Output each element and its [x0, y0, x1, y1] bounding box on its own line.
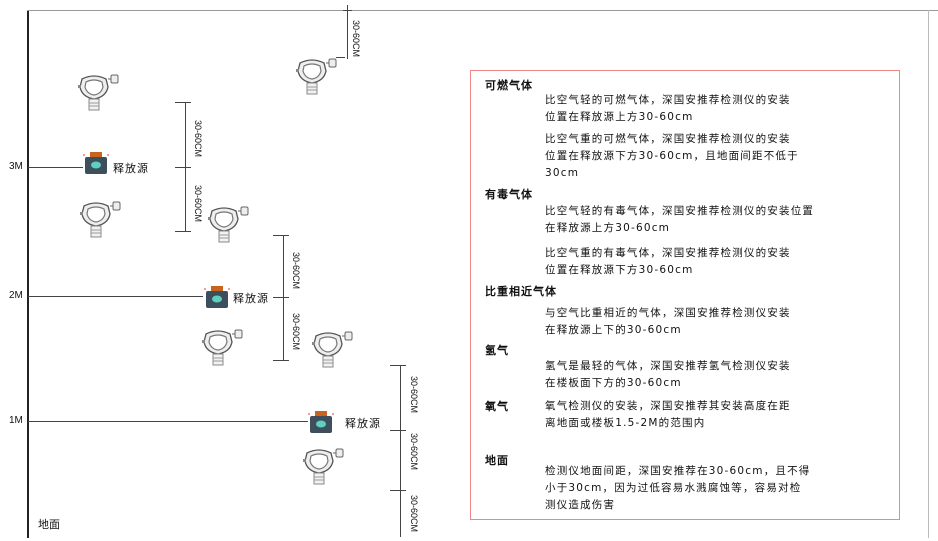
- level-2m-label: 2M: [9, 290, 23, 301]
- gas-detector-icon: [208, 205, 250, 243]
- dimension-label: 30-60CM: [193, 185, 203, 223]
- dimension-label: 30-60CM: [193, 120, 203, 158]
- dimension-label: 30-60CM: [291, 252, 301, 290]
- section-title: 氧气: [485, 400, 509, 413]
- left-wall: [27, 10, 29, 538]
- dimension-tick: [273, 235, 289, 236]
- source-label: 释放源: [113, 162, 149, 175]
- level-1m-line: [28, 421, 308, 422]
- release-source-icon: [308, 411, 334, 433]
- paragraph-line: 位置在释放源下方30-60cm，且地面间距不低于: [545, 150, 799, 162]
- section-title: 有毒气体: [485, 188, 533, 201]
- level-3m-line: [28, 167, 83, 168]
- dimension-line: [347, 5, 348, 59]
- paragraph-line: 离地面或楼板1.5-2M的范围内: [545, 417, 706, 429]
- level-1m-label: 1M: [9, 415, 23, 426]
- dimension-tick: [273, 360, 289, 361]
- section-title: 可燃气体: [485, 79, 533, 92]
- ceiling-line: [27, 10, 938, 11]
- paragraph-line: 位置在释放源上方30-60cm: [545, 111, 694, 123]
- dimension-label: 30-60CM: [409, 495, 419, 533]
- section-paragraph: 检测仪地面间距，深国安推荐在30-60cm，且不得 小于30cm，因为过低容易水溅…: [545, 463, 811, 514]
- paragraph-line: 测仪造成伤害: [545, 499, 616, 511]
- dimension-line: [283, 235, 284, 361]
- paragraph-line: 比空气轻的可燃气体，深国安推荐检测仪的安装: [545, 94, 791, 106]
- gas-detector-icon: [303, 447, 345, 485]
- section-title: 地面: [485, 454, 509, 467]
- dimension-label: 30-60CM: [351, 20, 361, 58]
- section-title: 氢气: [485, 344, 509, 357]
- paragraph-line: 在释放源上下的30-60cm: [545, 324, 682, 336]
- source-label: 释放源: [233, 292, 269, 305]
- paragraph-line: 比空气轻的有毒气体，深国安推荐检测仪的安装位置: [545, 205, 815, 217]
- section-paragraph: 氧气检测仪的安装，深国安推荐其安装高度在距 离地面或楼板1.5-2M的范围内: [545, 398, 791, 432]
- ground-label: 地面: [38, 519, 60, 531]
- paragraph-line: 在楼板面下方的30-60cm: [545, 377, 682, 389]
- paragraph-line: 比空气重的有毒气体，深国安推荐检测仪的安装: [545, 247, 791, 259]
- dimension-label: 30-60CM: [291, 313, 301, 351]
- paragraph-line: 30cm: [545, 167, 580, 179]
- section-paragraph: 比空气轻的有毒气体，深国安推荐检测仪的安装位置 在释放源上方30-60cm: [545, 203, 814, 237]
- dimension-label: 30-60CM: [409, 433, 419, 471]
- gas-detector-icon: [312, 330, 354, 368]
- gas-detector-icon: [202, 328, 244, 366]
- dimension-tick: [390, 490, 406, 491]
- dimension-tick: [390, 430, 406, 431]
- paragraph-line: 与空气比重相近的气体，深国安推荐检测仪安装: [545, 307, 791, 319]
- section-paragraph: 比空气重的有毒气体，深国安推荐检测仪的安装 位置在释放源下方30-60cm: [545, 245, 791, 279]
- paragraph-line: 氢气是最轻的气体，深国安推荐氢气检测仪安装: [545, 360, 791, 372]
- paragraph-line: 位置在释放源下方30-60cm: [545, 264, 694, 276]
- dimension-tick: [175, 167, 191, 168]
- dimension-label: 30-60CM: [409, 376, 419, 414]
- paragraph-line: 检测仪地面间距，深国安推荐在30-60cm，且不得: [545, 465, 811, 477]
- dimension-tick: [175, 231, 191, 232]
- dimension-tick: [336, 57, 345, 58]
- section-paragraph: 比空气重的可燃气体，深国安推荐检测仪的安装 位置在释放源下方30-60cm，且地面…: [545, 131, 799, 182]
- dimension-tick: [390, 365, 406, 366]
- section-paragraph: 与空气比重相近的气体，深国安推荐检测仪安装 在释放源上下的30-60cm: [545, 305, 791, 339]
- gas-detector-icon: [80, 200, 122, 238]
- dimension-tick: [175, 102, 191, 103]
- section-title: 比重相近气体: [485, 285, 557, 298]
- paragraph-line: 比空气重的可燃气体，深国安推荐检测仪的安装: [545, 133, 791, 145]
- source-label: 释放源: [345, 417, 381, 430]
- gas-detector-icon: [296, 57, 338, 95]
- dimension-tick: [273, 297, 289, 298]
- level-2m-line: [28, 296, 203, 297]
- gas-detector-icon: [78, 73, 120, 111]
- paragraph-line: 在释放源上方30-60cm: [545, 222, 671, 234]
- level-3m-label: 3M: [9, 161, 23, 172]
- right-border: [928, 10, 929, 538]
- section-paragraph: 比空气轻的可燃气体，深国安推荐检测仪的安装 位置在释放源上方30-60cm: [545, 92, 791, 126]
- dimension-tick: [343, 10, 352, 11]
- paragraph-line: 小于30cm，因为过低容易水溅腐蚀等，容易对检: [545, 482, 802, 494]
- release-source-icon: [204, 286, 230, 308]
- paragraph-line: 氧气检测仪的安装，深国安推荐其安装高度在距: [545, 400, 791, 412]
- section-paragraph: 氢气是最轻的气体，深国安推荐氢气检测仪安装 在楼板面下方的30-60cm: [545, 358, 791, 392]
- dimension-line: [400, 365, 401, 537]
- info-panel: [470, 70, 900, 520]
- release-source-icon: [83, 152, 109, 174]
